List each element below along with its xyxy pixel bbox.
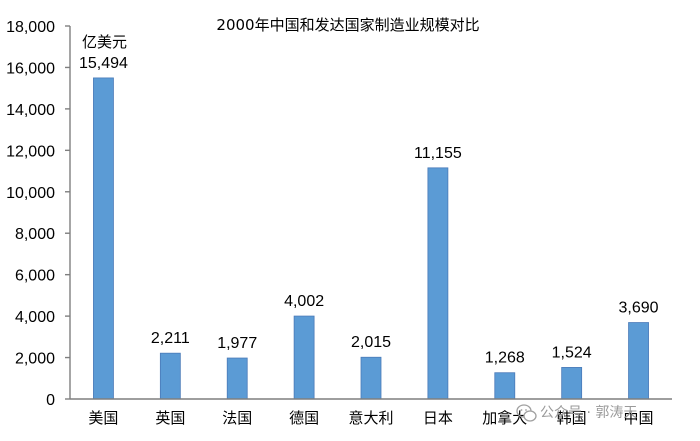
y-tick-label: 2,000 xyxy=(15,351,55,368)
data-label: 2,015 xyxy=(351,334,391,351)
x-tick-label: 法国 xyxy=(222,409,252,427)
x-tick-label: 日本 xyxy=(423,409,453,427)
watermark-text: 公众号 · 郭涛天 xyxy=(540,404,637,421)
bar xyxy=(561,367,583,400)
x-tick-label: 韩国 xyxy=(557,409,587,427)
y-tick-label: 18,000 xyxy=(6,19,55,36)
y-tick-label: 10,000 xyxy=(6,185,55,202)
data-label: 1,524 xyxy=(552,344,592,361)
data-label: 1,977 xyxy=(217,335,257,352)
data-label: 3,690 xyxy=(619,300,659,317)
y-tick-label: 0 xyxy=(46,392,55,409)
x-tick-label: 加拿大 xyxy=(482,409,527,427)
y-tick-label: 8,000 xyxy=(15,226,55,243)
y-tick-label: 14,000 xyxy=(6,102,55,119)
bar xyxy=(427,167,449,400)
bar xyxy=(93,77,114,400)
chart-title: 2000年中国和发达国家制造业规模对比 xyxy=(216,16,479,34)
x-axis-ticks: 美国 英国 法国 德国 意大利 日本 加拿大 韩国 中国 xyxy=(88,409,653,427)
x-tick-label: 美国 xyxy=(88,409,118,427)
bar xyxy=(494,372,516,400)
y-axis-unit-label: 亿美元 xyxy=(82,33,127,51)
data-label: 2,211 xyxy=(151,330,190,347)
data-label: 11,155 xyxy=(414,145,462,162)
x-tick-label: 德国 xyxy=(289,409,319,427)
data-label: 1,268 xyxy=(485,350,525,367)
y-axis-ticks: 0 2,000 4,000 6,000 8,000 10,000 12,000 14,000 1… xyxy=(6,19,70,409)
data-labels: 15,494 2,211 1,977 4,002 2,015 11,155 1,268 1,5… xyxy=(79,55,659,367)
bar xyxy=(628,322,649,400)
bar xyxy=(226,357,248,400)
x-tick-label: 英国 xyxy=(155,409,185,427)
data-label: 4,002 xyxy=(284,293,324,310)
bar xyxy=(360,356,382,400)
y-tick-label: 4,000 xyxy=(15,309,55,326)
x-tick-label: 中国 xyxy=(624,409,654,427)
y-tick-label: 12,000 xyxy=(6,143,55,160)
x-tick-label: 意大利 xyxy=(348,409,393,427)
bar xyxy=(159,352,181,400)
watermark: 公众号 · 郭涛天 xyxy=(516,404,637,422)
data-label: 15,494 xyxy=(79,55,128,72)
bar xyxy=(293,315,315,400)
y-tick-label: 16,000 xyxy=(6,60,55,77)
bars xyxy=(93,77,649,400)
wechat-icon xyxy=(516,404,537,422)
y-tick-label: 6,000 xyxy=(15,268,55,285)
